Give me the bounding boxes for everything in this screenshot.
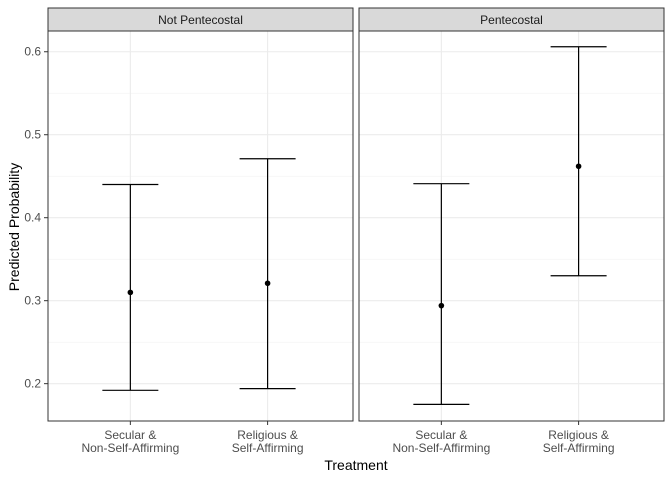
estimate-point [438,302,445,309]
panel-border [47,30,354,422]
estimate-point [264,280,271,287]
y-tick-label: 0.2 [24,377,41,391]
x-tick-label-line: Non-Self-Affirming [392,441,490,455]
panel-border [358,30,665,422]
facet-panel-1: Not Pentecostal Secular & Non-Self-Affirmi… [47,7,354,455]
x-tick-label-line: Religious & [548,428,609,442]
x-tick-label: Secular & Non-Self-Affirming [392,428,490,455]
estimate-point [127,289,134,296]
x-tick-label: Religious & Self-Affirming [232,428,304,455]
x-axis-title: Treatment [324,457,387,473]
x-tick-label-line: Self-Affirming [232,441,304,455]
y-tick-label: 0.5 [24,128,41,142]
x-tick-label-line: Non-Self-Affirming [81,441,179,455]
y-tick-label: 0.3 [24,294,41,308]
x-tick-label-line: Religious & [237,428,298,442]
facet-panel-2: Pentecostal Secular & Non-Self-Affirming Re… [358,7,665,455]
x-tick-label-line: Self-Affirming [543,441,615,455]
x-tick-label: Secular & Non-Self-Affirming [81,428,179,455]
y-axis-title: Predicted Probability [6,163,22,291]
x-tick-label: Religious & Self-Affirming [543,428,615,455]
estimate-point [575,163,582,170]
x-tick-label-line: Secular & [415,428,467,442]
facet-title: Not Pentecostal [158,13,243,27]
x-tick-label-line: Secular & [104,428,156,442]
facet-title: Pentecostal [480,13,543,27]
y-tick-label: 0.4 [24,211,41,225]
plot-background [48,31,353,421]
plot-background [359,31,664,421]
y-tick-label: 0.6 [24,45,41,59]
